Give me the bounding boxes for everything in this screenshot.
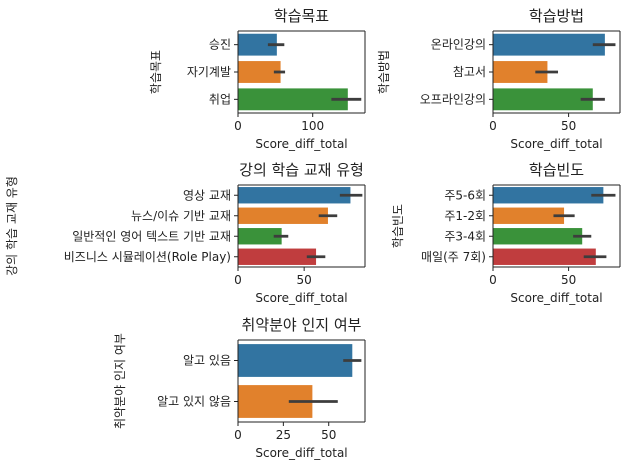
y-axis-label: 취약분야 인지 여부 [112,333,127,429]
y-tick-label: 알고 있지 않음 [157,395,231,409]
y-axis-label: 학습빈도 [391,204,405,248]
y-tick-label: 주5-6회 [444,188,486,202]
chart-title: 강의 학습 교재 유형 [239,161,364,179]
y-axis-label: 강의 학습 교재 유형 [5,176,19,276]
y-tick-label: 참고서 [453,65,486,79]
x-axis-label: Score_diff_total [255,291,347,305]
bar-material-3 [238,248,317,265]
bar-method-2 [493,88,593,111]
y-axis-label: 학습목표 [149,50,163,94]
x-tick-label: 0 [489,273,497,287]
bar-frequency-2 [493,228,583,245]
x-tick-label: 0 [234,273,242,287]
x-axis-label: Score_diff_total [510,291,602,305]
x-tick-label: 25 [276,428,291,442]
x-tick-label: 50 [321,428,336,442]
bar-frequency-0 [493,187,604,204]
chart-title: 학습빈도 [529,161,584,179]
y-tick-label: 자기계발 [187,65,231,79]
x-tick-label: 0 [234,428,242,442]
y-tick-label: 알고 있음 [183,354,231,368]
y-tick-label: 승진 [209,38,231,52]
bar-goal-0 [238,33,277,56]
bar-material-1 [238,207,328,224]
bar-goal-2 [238,88,348,111]
x-tick-label: 50 [561,119,576,133]
x-axis-label: Score_diff_total [255,446,347,460]
x-tick-label: 0 [234,119,242,133]
x-axis-label: Score_diff_total [510,137,602,151]
y-tick-label: 매일(주 7회) [421,250,486,264]
y-tick-label: 비즈니스 시뮬레이션(Role Play) [64,250,231,264]
bar-weakness-0 [238,344,353,377]
chart-title: 취약분야 인지 여부 [242,316,362,334]
x-axis-label: Score_diff_total [255,137,347,151]
bar-frequency-1 [493,207,565,224]
y-tick-label: 오프라인강의 [420,92,486,106]
y-tick-label: 뉴스/이슈 기반 교재 [131,209,231,223]
chart-title: 학습목표 [274,7,329,25]
bar-material-2 [238,228,282,245]
bar-method-1 [493,61,548,83]
x-tick-label: 50 [297,273,312,287]
bar-material-0 [238,187,351,204]
x-tick-label: 50 [561,273,576,287]
y-tick-label: 영상 교재 [183,188,231,202]
y-axis-label: 학습방법 [377,50,391,94]
y-tick-label: 일반적인 영어 텍스트 기반 교재 [72,229,231,243]
y-tick-label: 주1-2회 [444,209,486,223]
bar-method-0 [493,33,605,56]
y-tick-label: 주3-4회 [444,229,486,243]
y-tick-label: 취업 [209,92,231,106]
x-tick-label: 0 [489,119,497,133]
chart-title: 학습방법 [529,7,584,25]
x-tick-label: 100 [301,119,324,133]
bar-goal-1 [238,61,281,83]
y-tick-label: 온라인강의 [431,38,486,52]
bar-frequency-3 [493,248,596,265]
